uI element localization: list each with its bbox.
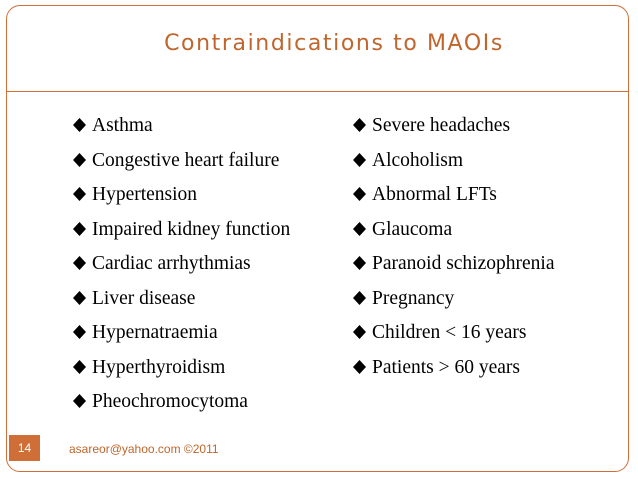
list-item: Liver disease <box>73 282 290 317</box>
list-item-text: Patients > 60 years <box>372 356 521 378</box>
diamond-bullet-icon <box>73 118 86 133</box>
list-item-text: Liver disease <box>92 287 196 309</box>
list-item-text: Alcoholism <box>372 149 463 171</box>
diamond-bullet-icon <box>353 325 366 340</box>
list-item-text: Pregnancy <box>372 287 455 309</box>
page-number-badge: 14 <box>9 435 40 461</box>
list-item: Children < 16 years <box>353 316 554 351</box>
list-item-text: Congestive heart failure <box>92 149 280 171</box>
footer-text: asareor@yahoo.com ©2011 <box>69 442 219 456</box>
list-item-text: Pheochromocytoma <box>92 391 248 412</box>
list-item: Hypertension <box>73 178 290 213</box>
title-divider <box>6 91 629 92</box>
list-item: Paranoid schizophrenia <box>353 247 554 282</box>
list-item-text: Asthma <box>92 115 153 136</box>
list-item: Alcoholism <box>353 144 554 179</box>
diamond-bullet-icon <box>73 290 86 305</box>
list-item: Asthma <box>73 109 290 144</box>
diamond-bullet-icon <box>353 118 366 133</box>
list-item-text: Children < 16 years <box>372 322 527 343</box>
list-item: Hyperthyroidism <box>73 351 290 386</box>
slide-title: Contraindications to MAOIs <box>164 31 504 56</box>
left-bullet-list: Asthma Congestive heart failure Hypertensi… <box>73 109 290 420</box>
list-item-text: Hypernatraemia <box>92 322 218 343</box>
list-item-text: Hypertension <box>92 184 198 205</box>
list-item: Severe headaches <box>353 109 554 144</box>
diamond-bullet-icon <box>73 256 86 271</box>
diamond-bullet-icon <box>73 359 86 374</box>
diamond-bullet-icon <box>353 359 366 374</box>
diamond-bullet-icon <box>73 187 86 202</box>
right-bullet-list: Severe headaches Alcoholism Abnormal LFTs G… <box>353 109 554 385</box>
diamond-bullet-icon <box>73 325 86 340</box>
list-item-text: Severe headaches <box>372 115 511 136</box>
diamond-bullet-icon <box>353 187 366 202</box>
list-item-text: Abnormal LFTs <box>372 184 497 205</box>
slide-frame <box>6 5 629 472</box>
list-item: Abnormal LFTs <box>353 178 554 213</box>
list-item: Pregnancy <box>353 282 554 317</box>
list-item-text: Cardiac arrhythmias <box>92 253 251 274</box>
list-item-text: Paranoid schizophrenia <box>372 253 555 274</box>
diamond-bullet-icon <box>353 256 366 271</box>
diamond-bullet-icon <box>73 152 86 167</box>
list-item: Congestive heart failure <box>73 144 290 179</box>
list-item-text: Impaired kidney function <box>92 218 291 240</box>
list-item: Pheochromocytoma <box>73 385 290 420</box>
list-item: Impaired kidney function <box>73 213 290 248</box>
list-item: Cardiac arrhythmias <box>73 247 290 282</box>
list-item: Patients > 60 years <box>353 351 554 386</box>
diamond-bullet-icon <box>353 221 366 236</box>
list-item: Glaucoma <box>353 213 554 248</box>
list-item-text: Glaucoma <box>372 218 453 240</box>
diamond-bullet-icon <box>73 394 86 409</box>
diamond-bullet-icon <box>73 221 86 236</box>
diamond-bullet-icon <box>353 290 366 305</box>
list-item-text: Hyperthyroidism <box>92 356 226 378</box>
diamond-bullet-icon <box>353 152 366 167</box>
list-item: Hypernatraemia <box>73 316 290 351</box>
